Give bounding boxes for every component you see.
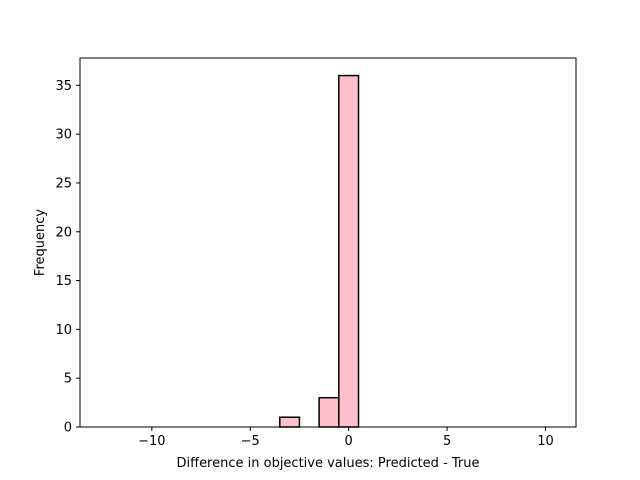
y-tick-label: 5 xyxy=(64,372,72,387)
x-tick-label: −10 xyxy=(138,434,165,449)
y-tick-label: 0 xyxy=(64,421,72,436)
y-tick-label: 15 xyxy=(55,274,72,289)
histogram-bar xyxy=(318,396,340,428)
x-tick-label: −5 xyxy=(241,434,260,449)
y-axis-ticks: 0 5 10 15 20 25 30 35 xyxy=(55,79,80,436)
y-axis-label: Frequency xyxy=(33,209,48,276)
y-tick-label: 20 xyxy=(55,225,72,240)
histogram-bar xyxy=(338,74,360,428)
axes-frame xyxy=(79,57,577,428)
x-tick-label: 10 xyxy=(537,434,554,449)
y-tick-label: 35 xyxy=(55,79,72,94)
x-axis-ticks: −10 −5 0 5 10 xyxy=(138,427,554,449)
x-tick-label: 5 xyxy=(443,434,451,449)
y-tick-label: 30 xyxy=(55,128,72,143)
y-tick-label: 25 xyxy=(55,176,72,191)
y-tick-label: 10 xyxy=(55,323,72,338)
x-axis-label: Difference in objective values: Predicte… xyxy=(176,456,479,471)
histogram-bar xyxy=(279,416,301,428)
x-tick-label: 0 xyxy=(345,434,353,449)
histogram-bars xyxy=(279,74,360,428)
